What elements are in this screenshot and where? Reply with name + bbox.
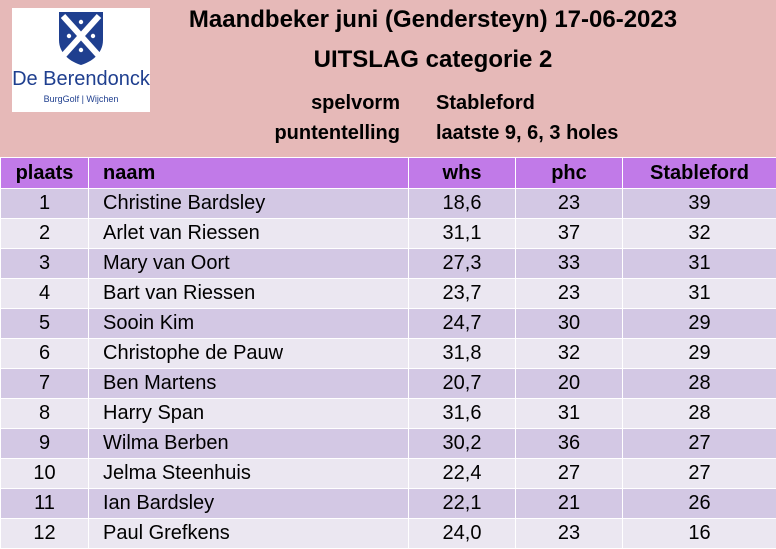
meta-label-spelvorm: spelvorm [311,92,400,115]
table-row: 5 Sooin Kim 24,7 30 29 [1,309,776,339]
cell-plaats: 3 [1,249,89,279]
cell-whs: 22,1 [409,489,516,519]
column-header-naam: naam [89,158,409,189]
cell-phc: 20 [516,369,623,399]
cell-whs: 30,2 [409,429,516,459]
cell-whs: 18,6 [409,189,516,219]
cell-stableford: 27 [623,459,776,489]
cell-naam: Sooin Kim [89,309,409,339]
cell-naam: Mary van Oort [89,249,409,279]
table-row: 8 Harry Span 31,6 31 28 [1,399,776,429]
cell-naam: Ben Martens [89,369,409,399]
cell-plaats: 6 [1,339,89,369]
cell-naam: Christine Bardsley [89,189,409,219]
table-row: 12 Paul Grefkens 24,0 23 16 [1,519,776,549]
cell-phc: 23 [516,189,623,219]
cell-whs: 24,0 [409,519,516,549]
cell-naam: Ian Bardsley [89,489,409,519]
cell-phc: 23 [516,519,623,549]
table-header-row: plaats naam whs phc Stableford [1,158,776,189]
cell-naam: Paul Grefkens [89,519,409,549]
cell-whs: 20,7 [409,369,516,399]
cell-plaats: 1 [1,189,89,219]
cell-stableford: 26 [623,489,776,519]
cell-stableford: 28 [623,369,776,399]
cell-naam: Harry Span [89,399,409,429]
cell-naam: Jelma Steenhuis [89,459,409,489]
cell-plaats: 9 [1,429,89,459]
logo-subtitle: BurgGolf | Wijchen [12,94,150,104]
cell-whs: 31,8 [409,339,516,369]
table-row: 1 Christine Bardsley 18,6 23 39 [1,189,776,219]
club-logo: De Berendonck BurgGolf | Wijchen [12,8,150,112]
header-band: De Berendonck BurgGolf | Wijchen Maandbe… [0,0,776,157]
column-header-stableford: Stableford [623,158,776,189]
cell-whs: 22,4 [409,459,516,489]
logo-name: De Berendonck [12,68,150,91]
cell-plaats: 2 [1,219,89,249]
meta-value-puntentelling: laatste 9, 6, 3 holes [436,122,618,145]
column-header-plaats: plaats [1,158,89,189]
table-row: 10 Jelma Steenhuis 22,4 27 27 [1,459,776,489]
cell-whs: 31,1 [409,219,516,249]
cell-naam: Wilma Berben [89,429,409,459]
cell-stableford: 28 [623,399,776,429]
table-row: 2 Arlet van Riessen 31,1 37 32 [1,219,776,249]
cell-stableford: 31 [623,279,776,309]
table-row: 3 Mary van Oort 27,3 33 31 [1,249,776,279]
table-row: 4 Bart van Riessen 23,7 23 31 [1,279,776,309]
cell-phc: 36 [516,429,623,459]
cell-whs: 23,7 [409,279,516,309]
cell-phc: 33 [516,249,623,279]
cell-phc: 32 [516,339,623,369]
cell-stableford: 32 [623,219,776,249]
meta-value-spelvorm: Stableford [436,92,535,115]
shield-icon [57,10,105,66]
cell-stableford: 31 [623,249,776,279]
cell-phc: 23 [516,279,623,309]
page-title: Maandbeker juni (Gendersteyn) 17-06-2023 [160,6,706,34]
cell-plaats: 5 [1,309,89,339]
cell-plaats: 4 [1,279,89,309]
cell-plaats: 11 [1,489,89,519]
cell-plaats: 8 [1,399,89,429]
cell-naam: Christophe de Pauw [89,339,409,369]
cell-plaats: 10 [1,459,89,489]
cell-whs: 27,3 [409,249,516,279]
cell-whs: 24,7 [409,309,516,339]
table-row: 11 Ian Bardsley 22,1 21 26 [1,489,776,519]
page-subtitle: UITSLAG categorie 2 [160,46,706,74]
column-header-whs: whs [409,158,516,189]
cell-whs: 31,6 [409,399,516,429]
cell-phc: 21 [516,489,623,519]
table-row: 7 Ben Martens 20,7 20 28 [1,369,776,399]
cell-plaats: 7 [1,369,89,399]
column-header-phc: phc [516,158,623,189]
cell-plaats: 12 [1,519,89,549]
meta-label-puntentelling: puntentelling [274,122,400,145]
cell-stableford: 29 [623,309,776,339]
cell-phc: 37 [516,219,623,249]
cell-naam: Bart van Riessen [89,279,409,309]
cell-naam: Arlet van Riessen [89,219,409,249]
cell-stableford: 16 [623,519,776,549]
cell-phc: 30 [516,309,623,339]
cell-stableford: 27 [623,429,776,459]
table-row: 6 Christophe de Pauw 31,8 32 29 [1,339,776,369]
cell-stableford: 39 [623,189,776,219]
table-row: 9 Wilma Berben 30,2 36 27 [1,429,776,459]
cell-phc: 27 [516,459,623,489]
cell-stableford: 29 [623,339,776,369]
results-table: plaats naam whs phc Stableford 1 Christi… [0,157,776,549]
cell-phc: 31 [516,399,623,429]
